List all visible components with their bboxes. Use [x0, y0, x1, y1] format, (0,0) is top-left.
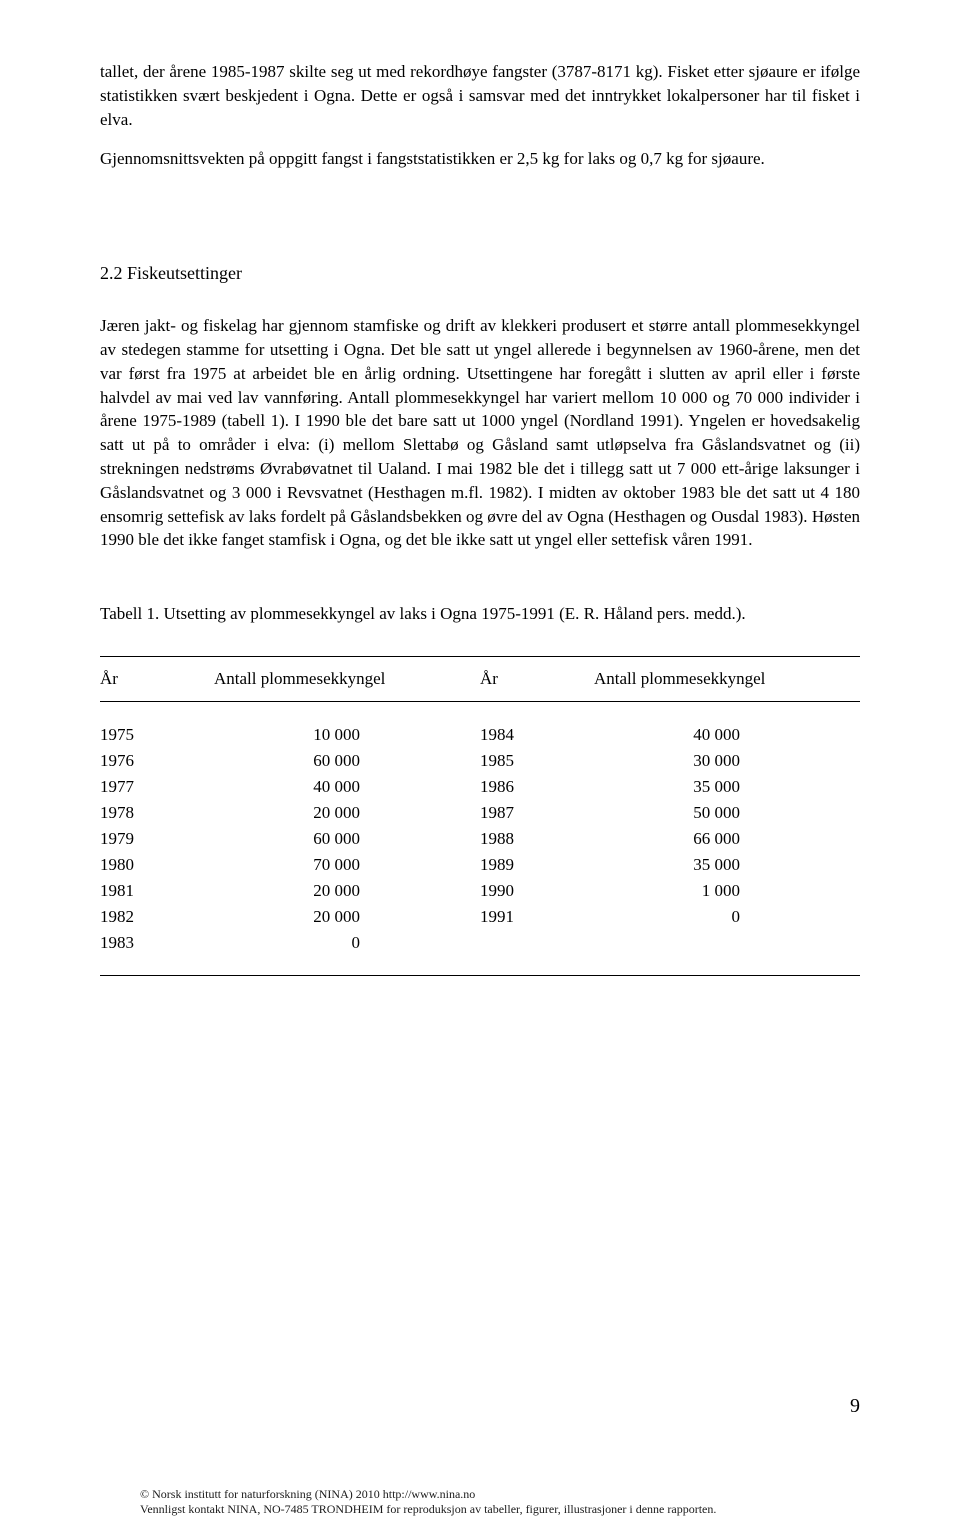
table-cell-value: 60 000 [214, 826, 480, 852]
table-cell-year: 1988 [480, 826, 594, 852]
table-header-year-1: År [100, 657, 214, 702]
table-cell-value: 20 000 [214, 878, 480, 904]
footer-line-2: Vennligst kontakt NINA, NO-7485 TRONDHEI… [140, 1502, 716, 1518]
table-row: 198120 00019901 000 [100, 878, 860, 904]
table-cell-year: 1981 [100, 878, 214, 904]
table-cell-value [594, 930, 860, 956]
table-row: 198070 000198935 000 [100, 852, 860, 878]
paragraph-body: Jæren jakt- og fiskelag har gjennom stam… [100, 314, 860, 552]
table-row: 197740 000198635 000 [100, 774, 860, 800]
table-cell-year: 1985 [480, 748, 594, 774]
table-row: 198220 00019910 [100, 904, 860, 930]
table-row: 197510 000198440 000 [100, 722, 860, 748]
table-row: 197820 000198750 000 [100, 800, 860, 826]
table-row: 197660 000198530 000 [100, 748, 860, 774]
data-table: År Antall plommesekkyngel År Antall plom… [100, 656, 860, 977]
table-cell-year: 1984 [480, 722, 594, 748]
section-heading: 2.2 Fiskeutsettinger [100, 263, 860, 284]
footer-line-1: © Norsk institutt for naturforskning (NI… [140, 1487, 716, 1503]
table-row: 19830 [100, 930, 860, 956]
table-cell-value: 20 000 [214, 904, 480, 930]
table-header-value-1: Antall plommesekkyngel [214, 657, 480, 702]
table-cell-value: 60 000 [214, 748, 480, 774]
table-cell-year: 1980 [100, 852, 214, 878]
table-cell-year: 1976 [100, 748, 214, 774]
paragraph-intro-1: tallet, der årene 1985-1987 skilte seg u… [100, 60, 860, 131]
table-cell-year: 1989 [480, 852, 594, 878]
table-cell-value: 40 000 [594, 722, 860, 748]
table-header-row: År Antall plommesekkyngel År Antall plom… [100, 657, 860, 702]
table-cell-year [480, 930, 594, 956]
table-cell-value: 20 000 [214, 800, 480, 826]
table-cell-year: 1990 [480, 878, 594, 904]
table-cell-year: 1987 [480, 800, 594, 826]
table-cell-value: 30 000 [594, 748, 860, 774]
table-cell-value: 10 000 [214, 722, 480, 748]
table-cell-value: 35 000 [594, 774, 860, 800]
table-header-year-2: År [480, 657, 594, 702]
table-cell-value: 0 [594, 904, 860, 930]
table-cell-value: 0 [214, 930, 480, 956]
page-number: 9 [850, 1395, 860, 1418]
paragraph-intro-2: Gjennomsnittsvekten på oppgitt fangst i … [100, 147, 860, 171]
table-cell-value: 70 000 [214, 852, 480, 878]
table-cell-value: 66 000 [594, 826, 860, 852]
table-caption: Tabell 1. Utsetting av plommesekkyngel a… [100, 602, 860, 626]
table-header-value-2: Antall plommesekkyngel [594, 657, 860, 702]
table-cell-year: 1982 [100, 904, 214, 930]
table-cell-year: 1979 [100, 826, 214, 852]
table-cell-year: 1983 [100, 930, 214, 956]
table-cell-year: 1991 [480, 904, 594, 930]
table-cell-year: 1978 [100, 800, 214, 826]
table-cell-value: 50 000 [594, 800, 860, 826]
table-cell-value: 1 000 [594, 878, 860, 904]
table-cell-year: 1986 [480, 774, 594, 800]
table-cell-value: 40 000 [214, 774, 480, 800]
table-cell-value: 35 000 [594, 852, 860, 878]
table-cell-year: 1975 [100, 722, 214, 748]
table-cell-year: 1977 [100, 774, 214, 800]
table-row: 197960 000198866 000 [100, 826, 860, 852]
footer: © Norsk institutt for naturforskning (NI… [140, 1487, 716, 1518]
